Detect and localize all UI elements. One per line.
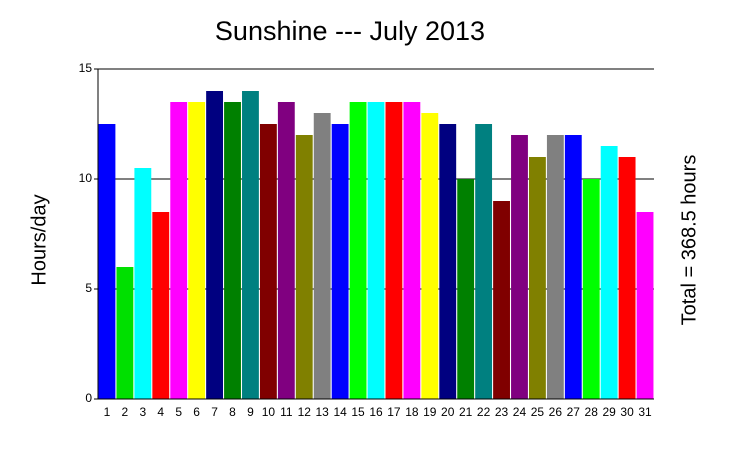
x-tick-label: 10 [262,405,276,419]
x-tick-label: 6 [193,405,200,419]
bar [224,102,241,399]
bar [636,212,654,399]
bar [331,124,349,399]
x-tick-label: 22 [477,405,491,419]
bar [564,135,582,399]
bar [170,102,188,399]
x-tick-label: 24 [513,405,527,419]
x-tick-label: 19 [423,405,437,419]
x-tick-label: 9 [247,405,254,419]
bar [98,124,116,399]
x-tick-label: 25 [531,405,545,419]
x-tick-label: 26 [549,405,563,419]
chart-title: Sunshine --- July 2013 [215,16,485,46]
x-tick-label: 17 [387,405,401,419]
total-annotation: Total = 368.5 hours [678,155,700,326]
x-tick-label: 5 [175,405,182,419]
bar [295,135,313,399]
y-tick-label: 10 [79,171,93,185]
x-tick-label: 30 [620,405,634,419]
bar [582,179,600,399]
x-tick-label: 31 [638,405,652,419]
x-tick-label: 7 [211,405,218,419]
bar [385,102,403,399]
bar [116,267,134,399]
bar [493,201,510,399]
x-tick-label: 16 [369,405,383,419]
x-tick-label: 28 [585,405,599,419]
bar [206,91,224,399]
x-tick-label: 20 [441,405,455,419]
bar [528,157,546,399]
x-tick-label: 29 [602,405,616,419]
x-tick-label: 1 [104,405,111,419]
bar [421,113,439,399]
bar [367,102,385,399]
x-tick-label: 2 [122,405,129,419]
x-tick-label: 23 [495,405,509,419]
bar [134,168,152,399]
bar [259,124,277,399]
bar [152,212,170,399]
bar [242,91,259,399]
y-tick-label: 5 [85,281,92,295]
bar [277,102,295,399]
x-tick-label: 14 [333,405,347,419]
x-tick-label: 8 [229,405,236,419]
y-axis-label: Hours/day [28,194,50,285]
y-tick-label: 15 [79,61,93,75]
bar [511,135,528,399]
bar [600,146,618,399]
bar [457,179,475,399]
x-tick-label: 15 [351,405,365,419]
bar [403,102,421,399]
bar [439,124,457,399]
y-tick-label: 0 [85,391,92,405]
x-tick-label: 12 [298,405,312,419]
bar [349,102,367,399]
x-tick-label: 21 [459,405,473,419]
x-tick-label: 3 [139,405,146,419]
x-tick-label: 27 [567,405,581,419]
bar [546,135,564,399]
x-tick-label: 4 [157,405,164,419]
x-tick-label: 18 [405,405,419,419]
bar [618,157,636,399]
bar [475,124,493,399]
bar [188,102,206,399]
x-tick-label: 13 [316,405,330,419]
bar [313,113,331,399]
x-tick-label: 11 [280,405,293,419]
